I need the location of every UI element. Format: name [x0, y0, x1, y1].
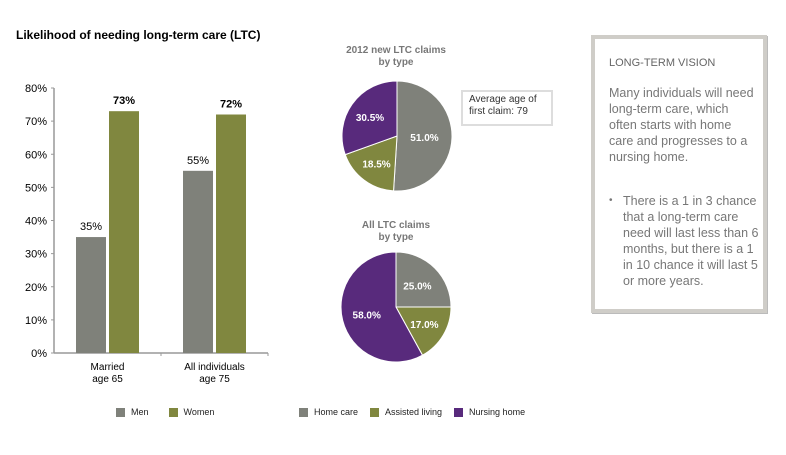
- pie2-slice-assisted-living: [395, 306, 452, 356]
- panel-heading: LONG-TERM VISION: [609, 57, 716, 69]
- chart-title: Likelihood of needing long-term care (LT…: [16, 28, 261, 42]
- legend-swatch-home-care: [299, 407, 308, 417]
- x-category-label: age 75: [199, 374, 230, 385]
- legend-label-home-care: Home care: [314, 407, 359, 417]
- pie-legend: Home care Assisted living Nursing home: [299, 407, 537, 417]
- legend-item-women: Women: [168, 407, 215, 417]
- x-category-label: age 65: [92, 374, 123, 385]
- callout-line2: first claim: 79: [469, 106, 528, 117]
- y-tick-label: 60%: [25, 149, 47, 161]
- pie1-title-line2: by type: [378, 57, 414, 68]
- pie1-title-line1: 2012 new LTC claims: [346, 45, 446, 56]
- y-tick-label: 80%: [25, 83, 47, 95]
- legend-item-nursing-home: Nursing home: [454, 407, 525, 417]
- callout-line1: Average age of: [469, 94, 537, 105]
- bar-women: [216, 114, 246, 353]
- y-tick-label: 30%: [25, 249, 47, 261]
- x-category-label: All individuals: [184, 362, 245, 373]
- bar-data-label: 55%: [187, 155, 209, 167]
- pie2-title-line2: by type: [378, 232, 414, 243]
- legend-label-men: Men: [131, 407, 149, 417]
- panel-paragraph: Many individuals will need long-term car…: [609, 86, 754, 164]
- pie1-slice-label: 51.0%: [410, 133, 438, 144]
- pie2-slice-label: 58.0%: [353, 311, 381, 322]
- pie1-title: 2012 new LTC claims by type: [331, 45, 461, 69]
- pie1-slice-nursing-home: [341, 80, 398, 156]
- y-tick-label: 0%: [31, 348, 47, 360]
- y-tick-label: 50%: [25, 182, 47, 194]
- legend-swatch-assisted-living: [370, 407, 380, 417]
- pie1-slice-assisted-living: [344, 135, 398, 192]
- legend-label-women: Women: [183, 407, 215, 417]
- bar-women: [109, 111, 139, 353]
- bar-legend: Men Women: [116, 407, 226, 417]
- y-tick-label: 10%: [25, 315, 47, 327]
- long-term-vision-panel: LONG-TERM VISION Many individuals will n…: [591, 35, 767, 313]
- legend-swatch-men: [116, 407, 125, 417]
- bullet-marker: •: [609, 195, 613, 206]
- bar-data-label: 73%: [113, 95, 135, 107]
- pie2-slice-label: 17.0%: [410, 320, 438, 331]
- pie2-slice-label: 25.0%: [403, 282, 431, 293]
- pie2-title: All LTC claims by type: [331, 220, 461, 244]
- pie2-slice-home-care: [395, 251, 452, 308]
- bar-data-label: 72%: [220, 99, 242, 111]
- x-category-label: Married: [91, 362, 125, 373]
- pie1-slice-label: 30.5%: [356, 113, 384, 124]
- pie2-title-line1: All LTC claims: [361, 220, 431, 231]
- legend-label-assisted-living: Assisted living: [385, 407, 443, 417]
- legend-item-home-care: Home care: [299, 407, 358, 417]
- y-tick-label: 70%: [25, 116, 47, 128]
- average-age-callout: Average age of first claim: 79: [461, 90, 553, 126]
- y-tick-label: 40%: [25, 216, 47, 228]
- legend-item-men: Men: [116, 407, 149, 417]
- legend-swatch-women: [168, 407, 178, 417]
- bar-men: [76, 237, 106, 353]
- pie1-slice-home-care: [393, 80, 453, 192]
- legend-item-assisted-living: Assisted living: [370, 407, 442, 417]
- y-tick-label: 20%: [25, 282, 47, 294]
- bar-men: [183, 170, 213, 353]
- legend-swatch-nursing-home: [454, 407, 464, 417]
- pie1-slice-label: 18.5%: [362, 159, 390, 170]
- legend-label-nursing-home: Nursing home: [469, 407, 526, 417]
- panel-bullet: • There is a 1 in 3 chance that a long-t…: [609, 193, 759, 289]
- pie2-slice-nursing-home: [340, 251, 424, 363]
- bullet-text: There is a 1 in 3 chance that a long-ter…: [623, 194, 759, 288]
- bar-data-label: 35%: [80, 221, 102, 233]
